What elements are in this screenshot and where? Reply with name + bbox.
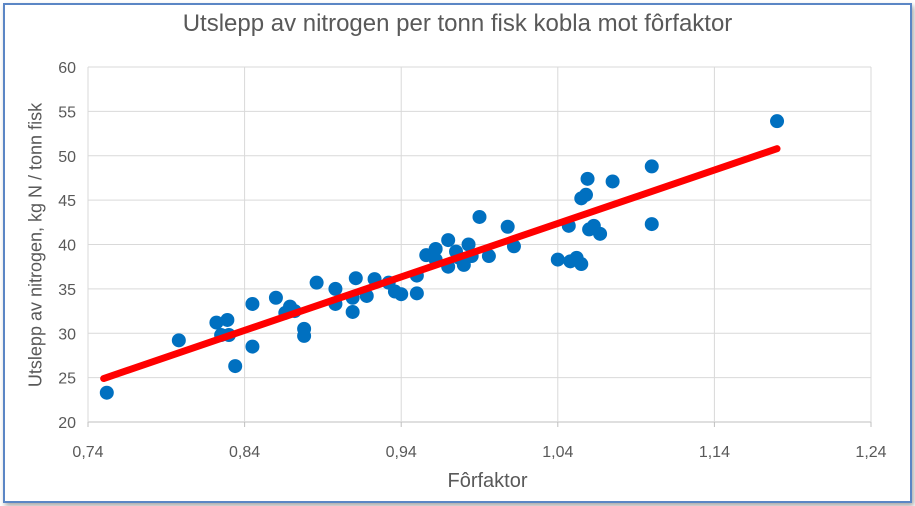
- data-point: [99, 385, 114, 400]
- data-point: [348, 271, 363, 286]
- data-point: [644, 217, 659, 232]
- data-point: [428, 241, 443, 256]
- data-point: [472, 209, 487, 224]
- y-tick-label: 20: [58, 415, 76, 432]
- data-point: [578, 187, 593, 202]
- y-tick-label: 40: [58, 238, 76, 255]
- data-point: [345, 304, 360, 319]
- data-point: [309, 275, 324, 290]
- x-tick-label: 1,24: [855, 444, 886, 461]
- y-tick-label: 50: [58, 149, 76, 166]
- data-point: [580, 171, 595, 186]
- y-tick-label: 60: [58, 60, 76, 77]
- data-point: [220, 312, 235, 327]
- data-point: [644, 159, 659, 174]
- data-point: [245, 296, 260, 311]
- chart-title: Utslepp av nitrogen per tonn fisk kobla …: [182, 10, 733, 37]
- data-point: [409, 286, 424, 301]
- data-point: [574, 257, 589, 272]
- y-tick-label: 30: [58, 326, 76, 343]
- data-point: [171, 333, 186, 348]
- data-point: [605, 174, 620, 189]
- data-point: [500, 219, 515, 234]
- data-point: [481, 249, 496, 264]
- data-point: [593, 226, 608, 241]
- data-point: [550, 252, 565, 267]
- data-point: [770, 114, 785, 129]
- x-tick-label: 0,84: [229, 444, 260, 461]
- y-tick-label: 45: [58, 193, 76, 210]
- x-tick-label: 0,94: [386, 444, 417, 461]
- data-point: [245, 339, 260, 354]
- data-point: [209, 315, 224, 330]
- x-axis-title: Fôrfaktor: [447, 470, 528, 492]
- data-point: [268, 290, 283, 305]
- data-point: [328, 281, 343, 296]
- data-point: [394, 287, 409, 302]
- trendline: [100, 145, 781, 383]
- x-tick-label: 0,74: [72, 444, 103, 461]
- data-point: [228, 359, 243, 374]
- x-tick-label: 1,04: [542, 444, 573, 461]
- data-point: [297, 328, 312, 343]
- y-tick-label: 55: [58, 104, 76, 121]
- x-tick-label: 1,14: [699, 444, 730, 461]
- y-tick-label: 35: [58, 282, 76, 299]
- data-point: [461, 237, 476, 252]
- y-tick-label: 25: [58, 371, 76, 388]
- data-point: [441, 233, 456, 248]
